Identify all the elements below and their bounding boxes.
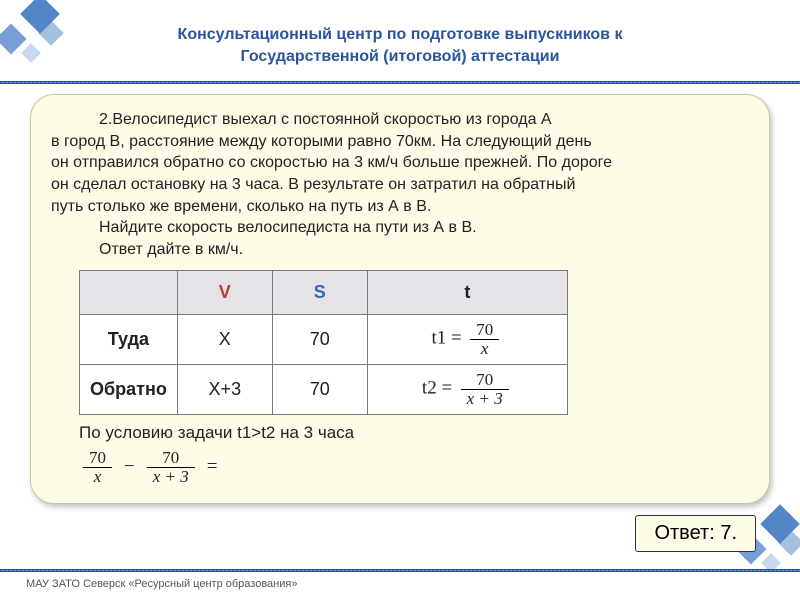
footer-text: МАУ ЗАТО Северск «Ресурсный центр образо…	[26, 578, 297, 590]
problem-line: он отправился обратно со скоростью на 3 …	[51, 154, 612, 171]
page-title: Консультационный центр по подготовке вып…	[0, 0, 800, 77]
footer-divider	[0, 569, 800, 572]
fraction: 70 x	[83, 449, 112, 486]
fraction: 70 x + 3	[147, 449, 195, 486]
problem-line: 2.Велосипедист выехал с постоянной скоро…	[51, 109, 749, 131]
equation: 70 x − 70 x + 3 =	[79, 449, 749, 486]
problem-text: 2.Велосипедист выехал с постоянной скоро…	[51, 109, 749, 260]
equals-sign: =	[207, 456, 218, 478]
answer-box: Ответ: 7.	[635, 515, 756, 552]
table-header-t: t	[367, 271, 567, 315]
problem-line: в город B, расстояние между которыми рав…	[51, 133, 592, 150]
header-divider	[0, 81, 800, 84]
cell-v: Х	[177, 315, 272, 365]
corner-decoration-top-left	[0, 0, 70, 70]
cell-s: 70	[272, 365, 367, 415]
table-header-row: V S t	[80, 271, 568, 315]
t-lhs: t1 =	[431, 328, 461, 349]
table-row: Обратно Х+3 70 t2 = 70 x + 3	[80, 365, 568, 415]
cell-t: t1 = 70 x	[367, 315, 567, 365]
problem-line: он сделал остановку на 3 часа. В результ…	[51, 176, 575, 193]
table-header-s: S	[272, 271, 367, 315]
fraction: 70 x + 3	[461, 371, 509, 408]
title-line-1: Консультационный центр по подготовке вып…	[60, 24, 740, 46]
condition-text: По условию задачи t1>t2 на 3 часа	[79, 423, 749, 443]
cell-s: 70	[272, 315, 367, 365]
title-line-2: Государственной (итоговой) аттестации	[60, 46, 740, 68]
row-label: Обратно	[80, 365, 178, 415]
t-lhs: t2 =	[422, 378, 452, 399]
problem-line: Ответ дайте в км/ч.	[51, 239, 749, 261]
table-row: Туда Х 70 t1 = 70 x	[80, 315, 568, 365]
row-label: Туда	[80, 315, 178, 365]
cell-v: Х+3	[177, 365, 272, 415]
problem-line: Найдите скорость велосипедиста на пути и…	[51, 217, 749, 239]
solution-table: V S t Туда Х 70 t1 = 70 x Обратно Х+3 70…	[79, 270, 568, 414]
table-header-v: V	[177, 271, 272, 315]
table-header-blank	[80, 271, 178, 315]
minus-sign: −	[124, 456, 135, 478]
cell-t: t2 = 70 x + 3	[367, 365, 567, 415]
fraction: 70 x	[470, 321, 499, 358]
problem-card: 2.Велосипедист выехал с постоянной скоро…	[30, 94, 770, 504]
problem-line: путь столько же времени, сколько на путь…	[51, 198, 431, 215]
